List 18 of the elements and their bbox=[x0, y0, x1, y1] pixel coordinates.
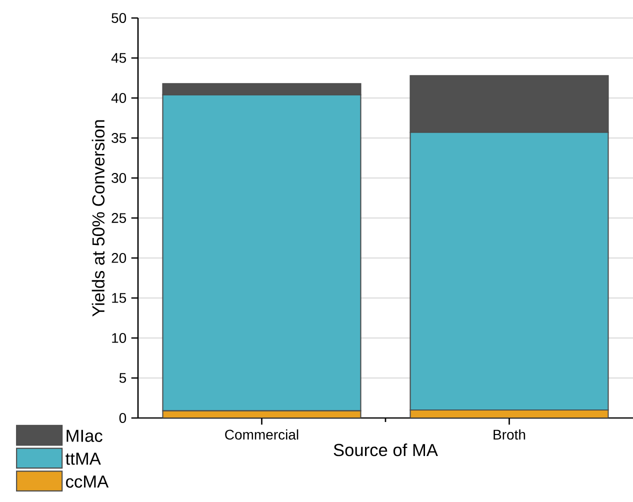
y-tick-label: 20 bbox=[112, 253, 126, 263]
y-axis-title: Yields at 50% Conversion bbox=[92, 120, 105, 317]
y-tick-label: 35 bbox=[112, 133, 126, 143]
legend-label: ttMA bbox=[66, 452, 101, 465]
y-tick-label: 45 bbox=[111, 53, 126, 63]
legend-label: ccMA bbox=[66, 476, 109, 488]
x-tick-label: Commercial bbox=[225, 429, 298, 440]
y-tick-label: 5 bbox=[119, 373, 126, 383]
y-tick-label: 10 bbox=[112, 333, 126, 343]
y-tick-label: 15 bbox=[112, 293, 126, 303]
legend-label: MIac bbox=[66, 430, 102, 442]
y-tick-label: 0 bbox=[119, 413, 126, 423]
y-tick-label: 30 bbox=[112, 173, 126, 183]
x-axis-title: Source of MA bbox=[334, 443, 438, 456]
y-tick-label: 25 bbox=[112, 213, 126, 223]
y-tick-label: 40 bbox=[111, 93, 126, 103]
x-tick-label: Broth bbox=[494, 429, 526, 440]
y-tick-label: 50 bbox=[112, 13, 126, 23]
